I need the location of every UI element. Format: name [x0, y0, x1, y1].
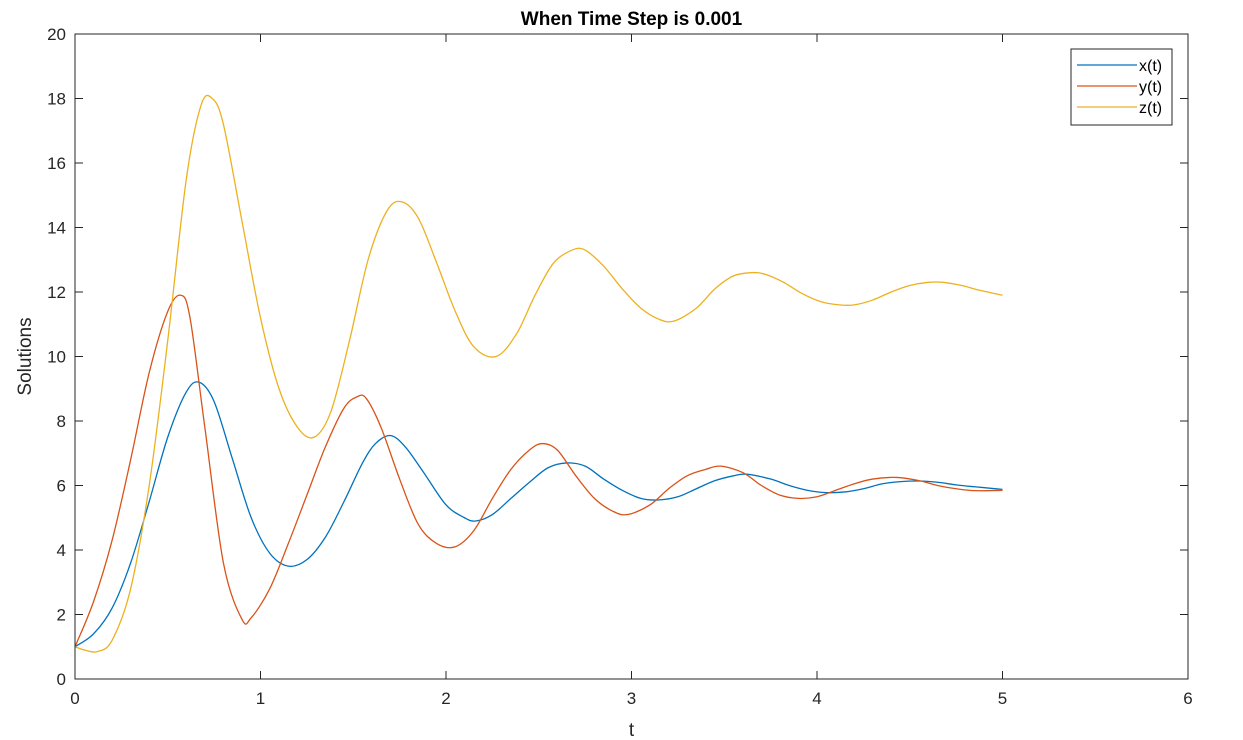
y-tick-label: 12 [47, 283, 66, 302]
series-line-xt [74, 381, 1003, 648]
x-tick-label: 3 [627, 689, 636, 708]
x-tick-label: 2 [441, 689, 450, 708]
chart-title: When Time Step is 0.001 [521, 9, 743, 30]
y-tick-label: 4 [57, 541, 66, 560]
y-axis-label: Solutions [15, 317, 36, 395]
y-tick-label: 20 [47, 25, 66, 44]
y-tick-label: 14 [47, 219, 66, 238]
y-tick-label: 18 [47, 90, 66, 109]
series-line-yt [74, 294, 1003, 647]
series-line-zt [74, 94, 1003, 653]
legend-label-yt: y(t) [1139, 79, 1162, 96]
x-tick-label: 0 [70, 689, 79, 708]
y-tick-label: 8 [57, 412, 66, 431]
x-tick-label: 6 [1183, 689, 1192, 708]
x-tick-label: 5 [998, 689, 1007, 708]
legend-label-zt: z(t) [1139, 100, 1162, 117]
x-tick-label: 4 [812, 689, 821, 708]
y-tick-label: 2 [57, 606, 66, 625]
x-axis-label: t [629, 720, 635, 740]
legend: x(t) y(t) z(t) [1070, 48, 1173, 126]
series-layer [74, 94, 1003, 653]
y-tick-label: 16 [47, 154, 66, 173]
y-tick-label: 10 [47, 348, 66, 367]
x-tick-label: 1 [256, 689, 265, 708]
y-tick-label: 6 [57, 477, 66, 496]
legend-label-xt: x(t) [1139, 58, 1162, 75]
plot-area [75, 34, 1188, 679]
legend-box [1070, 48, 1173, 126]
y-tick-label: 0 [57, 670, 66, 689]
